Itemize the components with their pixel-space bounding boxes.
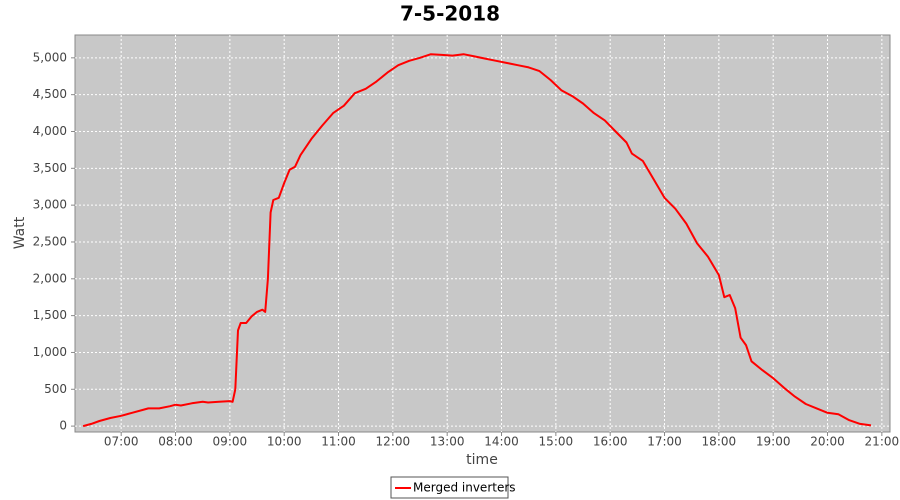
x-tick-label: 14:00 (484, 435, 519, 449)
y-axis-label: Watt (12, 216, 28, 249)
data-line (82, 53, 872, 428)
x-tick-label: 19:00 (756, 435, 791, 449)
y-tick-label: 1,500 (33, 308, 67, 322)
x-tick-label: 12:00 (376, 435, 411, 449)
x-axis-label: time (466, 452, 498, 468)
y-tick-label: 2,500 (33, 234, 67, 248)
x-tick-label: 13:00 (430, 435, 465, 449)
y-tick-label: 2,000 (33, 271, 67, 285)
y-tick-label: 5,000 (33, 50, 67, 64)
x-tick-label: 08:00 (158, 435, 193, 449)
y-tick-label: 3,000 (33, 198, 67, 212)
x-tick-label: 15:00 (539, 435, 574, 449)
x-tick-label: 11:00 (321, 435, 356, 449)
y-tick-label: 500 (44, 382, 67, 396)
x-tick-label: 18:00 (702, 435, 737, 449)
x-tick-label: 10:00 (267, 435, 302, 449)
y-tick-label: 3,500 (33, 161, 67, 175)
y-tick-label: 4,000 (33, 124, 67, 138)
x-tick-label: 07:00 (104, 435, 139, 449)
x-tick-label: 17:00 (647, 435, 682, 449)
x-tick-label: 16:00 (593, 435, 628, 449)
legend-label: Merged inverters (413, 481, 516, 495)
chart-title: 7-5-2018 (400, 2, 500, 26)
x-tick-label: 21:00 (865, 435, 900, 449)
x-tick-label: 20:00 (810, 435, 845, 449)
y-tick-label: 0 (59, 419, 67, 433)
y-tick-label: 4,500 (33, 87, 67, 101)
x-tick-label: 09:00 (213, 435, 248, 449)
legend-box (390, 476, 509, 499)
y-tick-label: 1,000 (33, 345, 67, 359)
plot-area (74, 34, 891, 433)
